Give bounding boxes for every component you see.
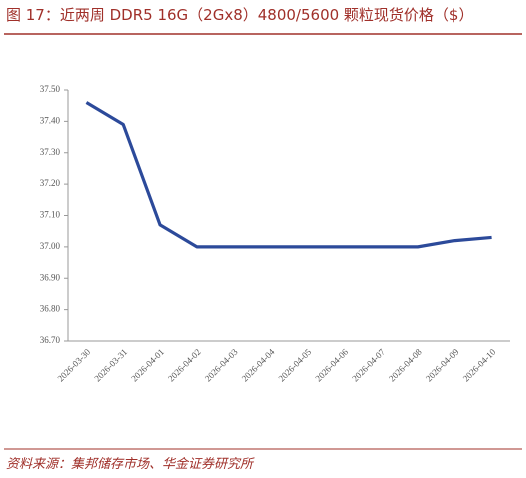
- x-tick-label: 2026-04-03: [203, 346, 240, 383]
- x-tick-label: 2026-04-09: [424, 346, 461, 383]
- source: 资料来源：集邦储存市场、华金证券研究所: [6, 456, 255, 472]
- x-tick-label: 2026-04-06: [313, 346, 350, 383]
- y-tick-label: 37.40: [40, 115, 61, 125]
- x-tick-label: 2026-04-08: [387, 346, 424, 383]
- x-tick-label: 2026-04-01: [129, 347, 166, 384]
- y-tick-label: 37.30: [40, 147, 61, 157]
- y-tick-label: 36.90: [40, 272, 61, 282]
- y-tick-label: 37.00: [40, 241, 61, 251]
- y-tick-label: 37.10: [40, 210, 61, 220]
- y-tick-label: 37.50: [40, 84, 61, 94]
- y-tick-label: 36.80: [40, 304, 61, 314]
- x-tick-label: 2026-04-10: [461, 346, 498, 383]
- x-tick-label: 2026-04-04: [240, 346, 277, 383]
- x-tick-label: 2026-03-31: [92, 347, 129, 384]
- x-tick-label: 2026-04-02: [166, 347, 203, 384]
- x-tick-label: 2026-03-30: [56, 346, 93, 383]
- x-tick-label: 2026-04-05: [277, 346, 314, 383]
- x-tick-label: 2026-04-07: [350, 346, 387, 383]
- y-tick-label: 37.20: [40, 178, 61, 188]
- chart-title: 图 17：近两周 DDR5 16G（2Gx8）4800/5600 颗粒现货价格（…: [6, 6, 473, 24]
- series-line: [85, 101, 492, 249]
- y-tick-label: 36.70: [40, 335, 61, 345]
